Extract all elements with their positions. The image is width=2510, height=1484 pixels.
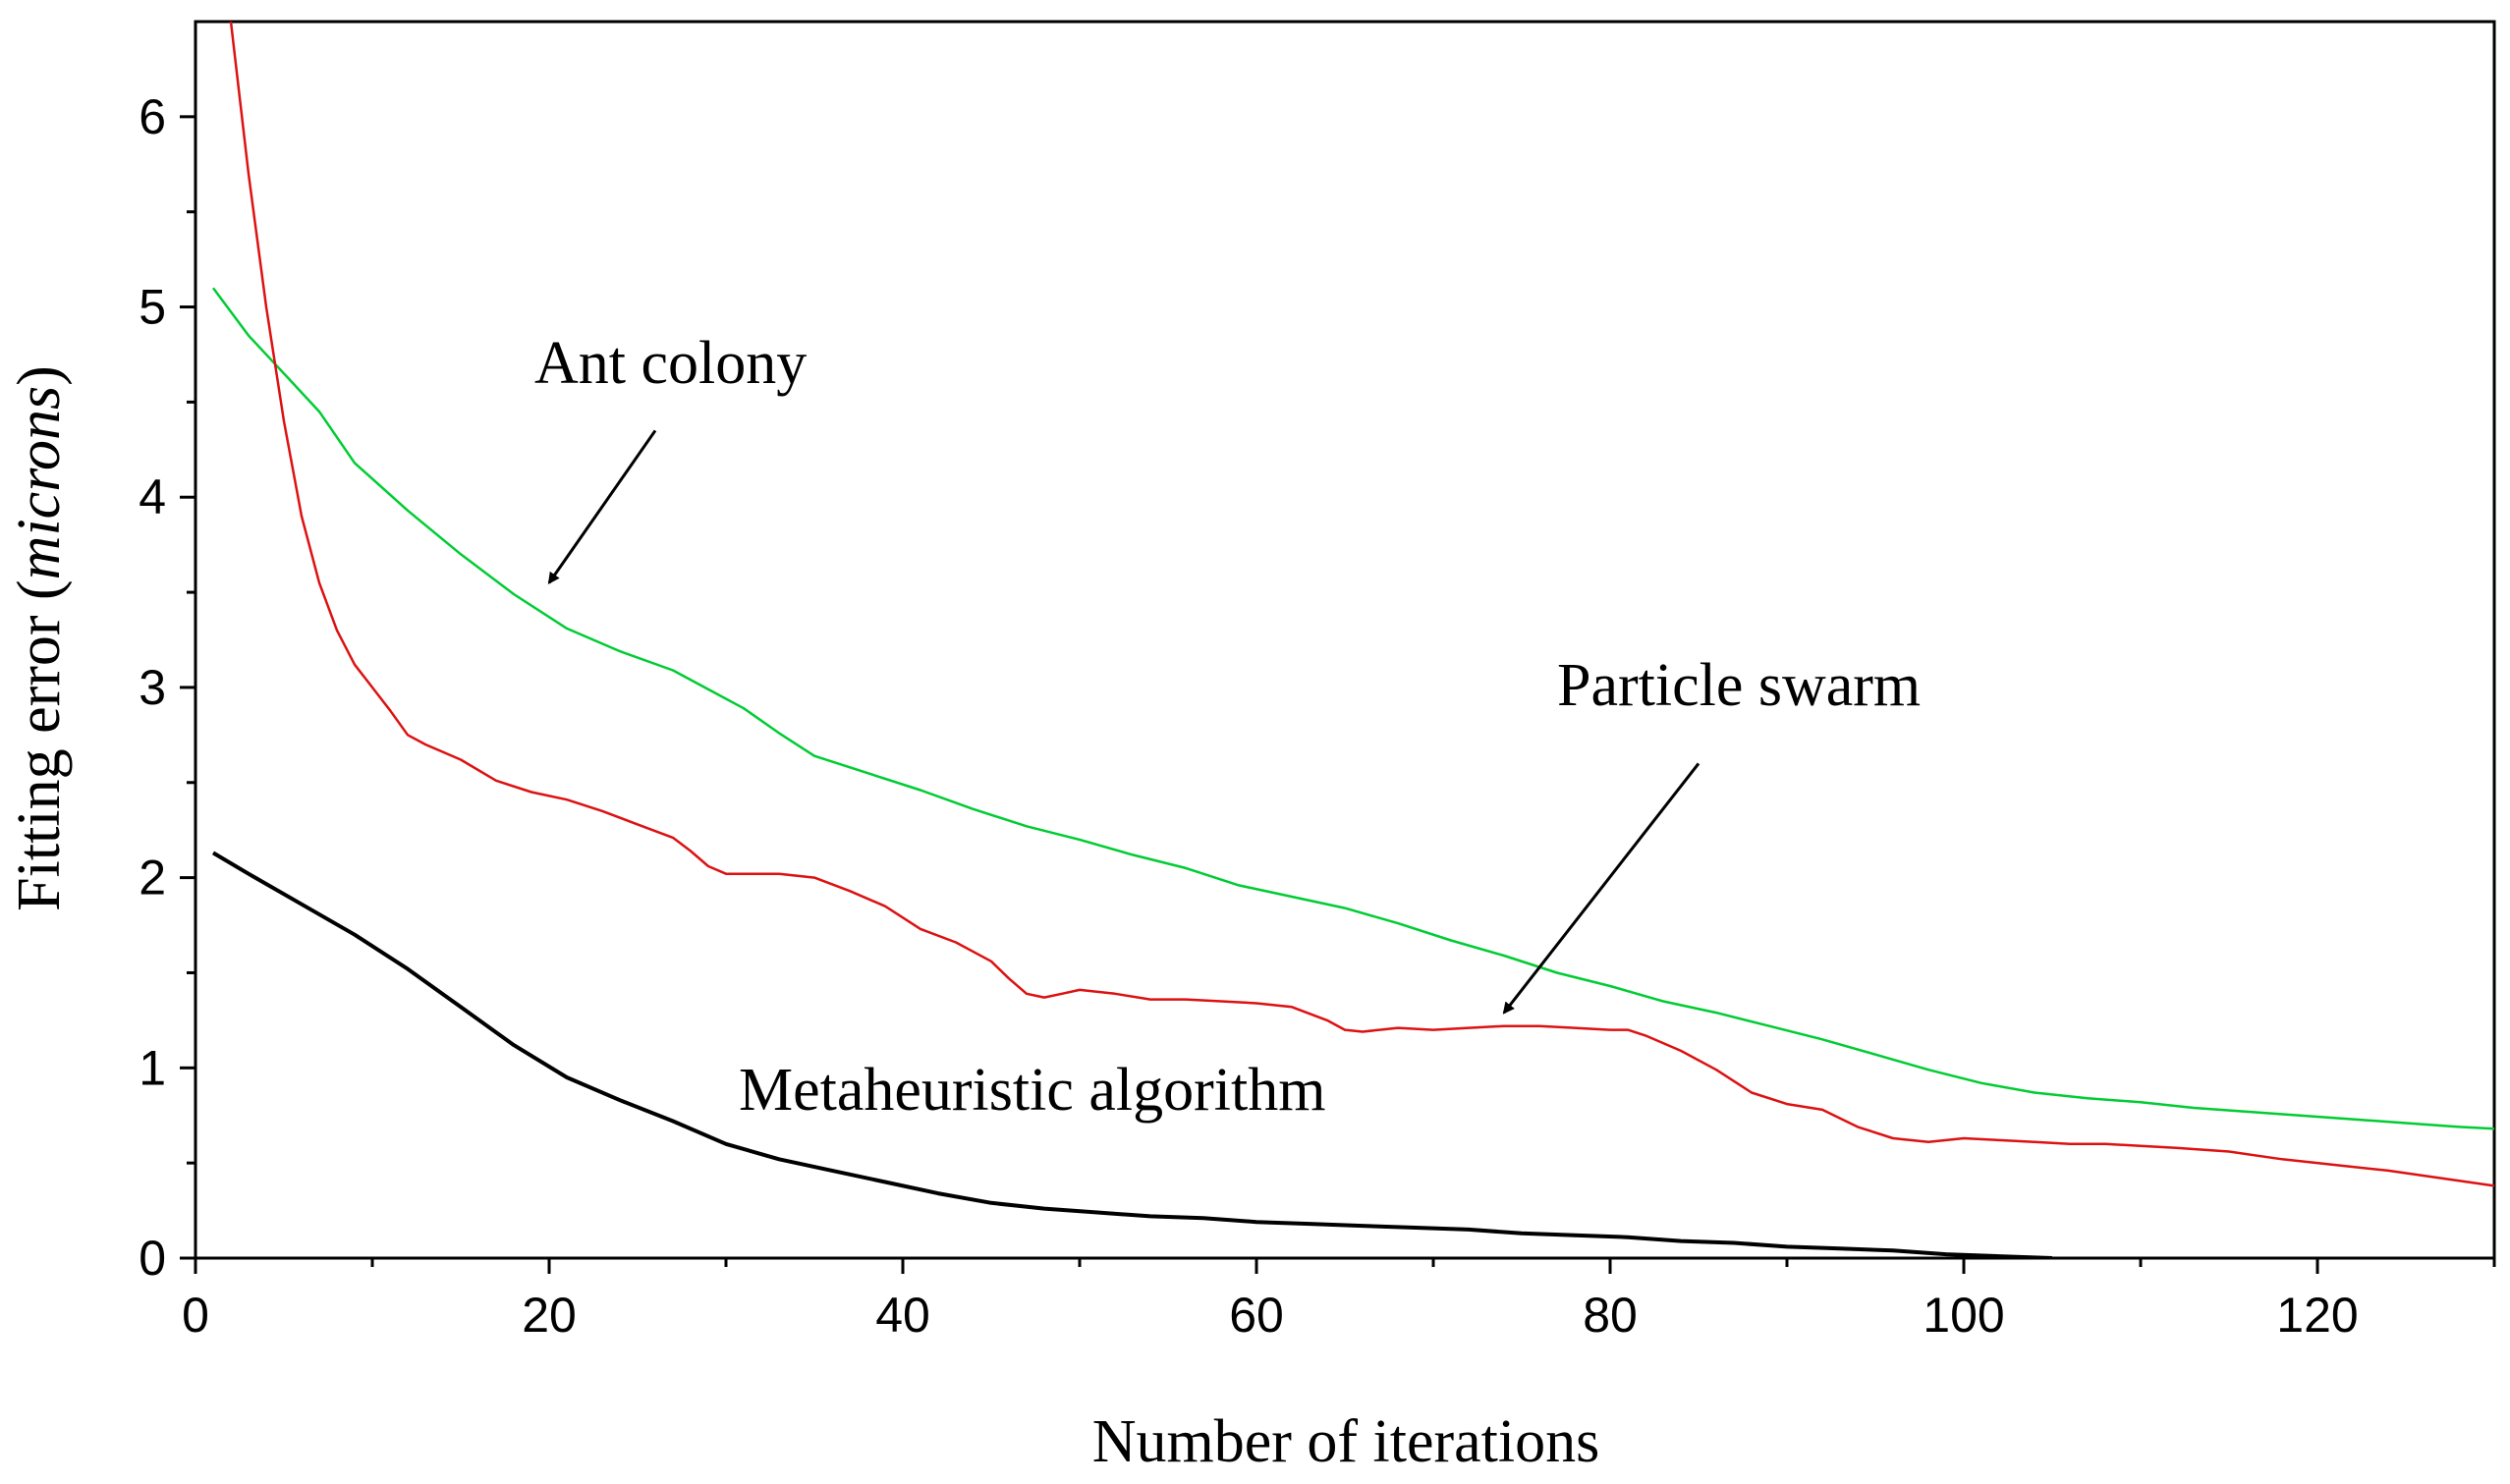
y-tick-label: 3 <box>139 660 166 715</box>
y-axis-title-unit: microns <box>6 386 73 579</box>
x-tick-label: 0 <box>182 1288 209 1343</box>
y-axis-title-prefix: Fitting error ( <box>6 579 73 911</box>
annotation-ant-colony: Ant colony <box>534 330 807 397</box>
y-tick-label: 6 <box>139 89 166 144</box>
series-line-particle-swarm <box>229 22 2494 1187</box>
series-line-ant-colony <box>211 287 2494 1130</box>
y-axis-ticks: 0 1 2 3 4 5 6 <box>139 89 195 1286</box>
x-tick-label: 40 <box>875 1288 930 1343</box>
y-tick-label: 2 <box>139 851 166 906</box>
annotation-arrow-particle-swarm <box>1502 762 1701 1015</box>
series-lines <box>211 22 2494 1258</box>
y-axis-title: Fitting error (microns) <box>6 365 73 911</box>
y-tick-label: 0 <box>139 1231 166 1286</box>
y-tick-label: 1 <box>139 1040 166 1095</box>
annotation-particle-swarm: Particle swarm <box>1557 652 1921 719</box>
annotation-arrow-ant-colony <box>547 429 657 585</box>
x-tick-label: 120 <box>2276 1288 2358 1343</box>
y-tick-label: 5 <box>139 280 166 335</box>
x-tick-label: 20 <box>522 1288 577 1343</box>
x-tick-label: 80 <box>1583 1288 1638 1343</box>
y-axis-title-suffix: ) <box>6 365 73 386</box>
x-axis-title: Number of iterations <box>1092 1408 1600 1475</box>
y-tick-label: 4 <box>139 469 166 524</box>
x-tick-label: 100 <box>1923 1288 2004 1343</box>
series-line-metaheuristic-algorithm <box>211 851 2053 1258</box>
annotation-metaheuristic-algorithm: Metaheuristic algorithm <box>739 1057 1325 1124</box>
x-tick-label: 60 <box>1229 1288 1284 1343</box>
x-axis-ticks: 0 20 40 60 80 100 120 <box>182 1258 2496 1343</box>
plot-area-frame <box>194 20 2496 1260</box>
